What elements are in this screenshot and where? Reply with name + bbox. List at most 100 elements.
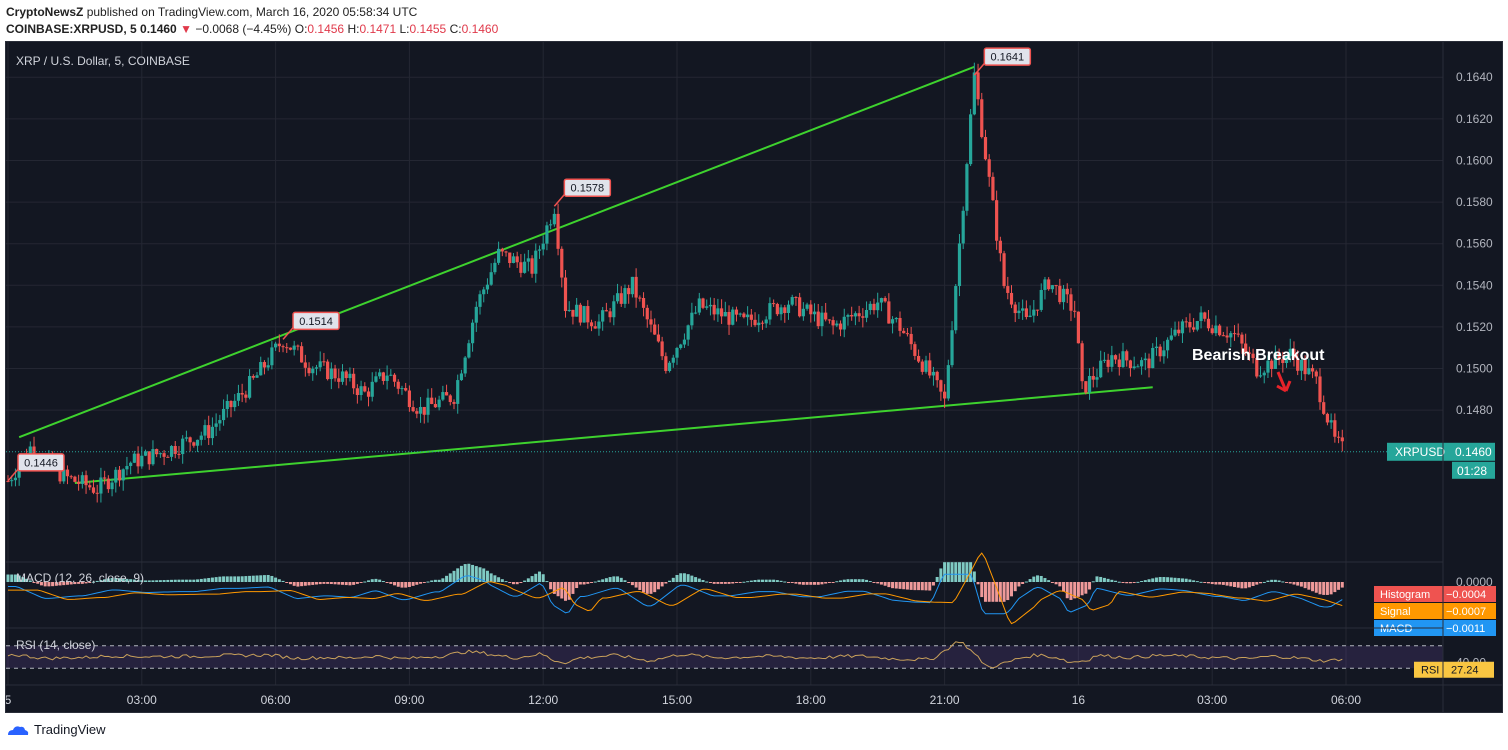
histogram-bar — [6, 574, 10, 582]
publisher-name[interactable]: CryptoNewsZ — [6, 5, 84, 19]
histogram-bar — [36, 582, 40, 584]
histogram-bar — [805, 582, 809, 585]
histogram-bar — [73, 582, 77, 585]
histogram-bar — [976, 582, 980, 585]
histogram-bar — [110, 577, 114, 582]
histogram-bar — [601, 579, 605, 582]
candle — [444, 392, 449, 396]
candle — [772, 303, 776, 305]
candle — [749, 314, 753, 320]
candle — [270, 347, 274, 366]
candle — [1013, 304, 1017, 314]
candle — [1095, 377, 1099, 380]
histogram-bar — [95, 580, 99, 582]
x-tick-label: 03:00 — [127, 693, 157, 707]
y-tick-label: 0.1640 — [1456, 70, 1493, 84]
chart-area[interactable]: XRP / U.S. Dollar, 5, COINBASE 0.1446 0.1… — [5, 41, 1503, 713]
histogram-bar — [861, 579, 865, 582]
histogram-bar — [214, 577, 218, 582]
candle — [738, 313, 742, 315]
candle — [887, 301, 891, 324]
histogram-bar — [1210, 582, 1214, 585]
last-price-badge — [1387, 442, 1495, 461]
candle — [1244, 343, 1248, 353]
time-axis[interactable]: 5 03:00 06:00 09:00 12:00 15:00 18:00 21:00 16 03… — [6, 693, 1361, 707]
candle — [515, 256, 519, 263]
histogram-bar — [1136, 581, 1140, 583]
histogram-bar — [820, 582, 824, 585]
histogram-bar — [54, 582, 58, 586]
last-price: 0.1460 — [140, 22, 177, 36]
histogram-bar — [634, 582, 638, 588]
histogram-bar — [467, 563, 471, 582]
candle — [255, 375, 259, 378]
trendline — [18, 65, 975, 439]
candle — [794, 297, 798, 299]
candle — [708, 304, 713, 307]
y-tick-label: 0.1600 — [1456, 153, 1493, 167]
rsi-badge-label: RSI — [1421, 665, 1439, 677]
candle — [816, 311, 820, 327]
countdown-badge — [1452, 461, 1495, 479]
rsi-line — [7, 641, 1343, 669]
candle — [482, 289, 486, 295]
histogram-bar — [422, 582, 426, 583]
candle — [1113, 355, 1118, 360]
candle — [1162, 350, 1166, 357]
histogram-bar — [359, 582, 363, 583]
candle — [1229, 333, 1233, 338]
candle — [1017, 310, 1021, 314]
histogram-bar — [708, 582, 712, 583]
candle — [890, 319, 895, 324]
histogram-bar — [1270, 579, 1274, 582]
candle — [1121, 351, 1125, 368]
histogram-bar — [839, 580, 843, 582]
last-price-marker: XRPUSD 0.1460 01:28 — [6, 442, 1495, 479]
histogram-bar — [1337, 582, 1341, 590]
histogram-bar — [790, 582, 794, 583]
histogram-bar — [385, 582, 389, 583]
histogram-bar — [140, 580, 144, 582]
close-label: C: — [449, 22, 462, 36]
candle — [1192, 327, 1196, 330]
x-tick-label: 5 — [6, 693, 12, 707]
candle — [329, 368, 333, 380]
price-axis[interactable]: 0.1640 0.1620 0.1600 0.1580 0.1560 0.1540 0.15… — [1456, 70, 1493, 417]
histogram-bar — [199, 578, 203, 582]
candle — [106, 478, 110, 490]
histogram-bar — [39, 582, 43, 586]
rsi-pane[interactable]: 40.00RSI27.24 — [6, 641, 1494, 678]
histogram-value: −0.0004 — [1446, 589, 1486, 601]
candle — [980, 99, 984, 138]
histogram-bar — [181, 579, 185, 582]
histogram-bar — [1266, 580, 1270, 582]
tradingview-footer[interactable]: TradingView — [6, 722, 106, 737]
candle — [842, 316, 846, 330]
histogram-bar — [307, 582, 311, 586]
histogram-bar — [352, 582, 356, 585]
histogram-bar — [1043, 578, 1047, 582]
macd-pane[interactable]: 0.0000 Histogram −0.0004 Signal −0.0007 MACD −… — [6, 552, 1497, 636]
histogram-bar — [842, 579, 846, 582]
candle — [117, 469, 122, 481]
histogram-bar — [511, 582, 515, 585]
histogram-bar — [931, 582, 935, 586]
candle — [1333, 420, 1337, 437]
candle — [1299, 359, 1303, 371]
candle — [322, 361, 326, 363]
histogram-bar — [972, 571, 976, 582]
candle — [114, 469, 118, 483]
histogram-bar — [80, 582, 84, 584]
histogram-bar — [441, 578, 445, 582]
candle — [1236, 333, 1240, 335]
histogram-bar — [734, 582, 738, 583]
histogram-bar — [404, 582, 408, 588]
histogram-bar — [824, 582, 828, 584]
candle — [898, 317, 902, 331]
candle — [1184, 321, 1188, 323]
histogram-bar — [1273, 579, 1277, 582]
candle — [381, 372, 385, 381]
histogram-bar — [326, 582, 330, 584]
price-chart[interactable]: XRP / U.S. Dollar, 5, COINBASE 0.14460.1… — [6, 42, 1502, 712]
histogram-bar — [775, 580, 779, 582]
